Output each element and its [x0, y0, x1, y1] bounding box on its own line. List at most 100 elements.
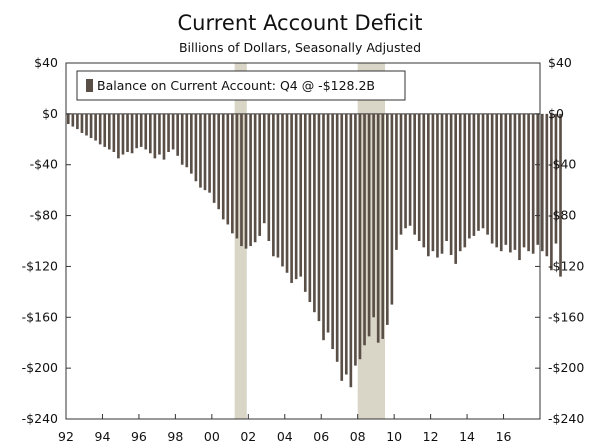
- bar: [463, 113, 467, 248]
- bar: [381, 113, 385, 339]
- bar: [390, 113, 394, 305]
- bar: [76, 113, 79, 130]
- plot-frame: [65, 62, 541, 420]
- bar: [358, 113, 362, 360]
- bar: [89, 113, 93, 139]
- bar: [167, 113, 170, 152]
- bar: [180, 113, 184, 165]
- chart-subtitle: Billions of Dollars, Seasonally Adjusted: [178, 40, 422, 55]
- bar: [176, 113, 179, 156]
- bar: [162, 113, 166, 160]
- bar: [235, 113, 239, 239]
- bar: [240, 113, 243, 247]
- bar: [536, 113, 540, 245]
- bar: [436, 113, 439, 258]
- bar: [199, 113, 202, 188]
- y-tick-label-right: $0: [548, 106, 564, 121]
- bar: [121, 113, 125, 155]
- bar: [299, 113, 303, 277]
- bar: [495, 113, 499, 248]
- bar: [513, 113, 517, 250]
- bar: [363, 113, 366, 346]
- bar: [258, 113, 262, 236]
- bar: [249, 113, 252, 247]
- bar: [518, 113, 521, 261]
- bar: [509, 113, 512, 253]
- bar: [326, 113, 330, 333]
- bar: [331, 113, 334, 350]
- y-tick-label-right: -$240: [548, 411, 584, 426]
- legend-swatch: [86, 79, 93, 92]
- bar: [294, 113, 298, 280]
- bar: [559, 113, 562, 277]
- bar: [135, 113, 138, 149]
- y-tick-label-right: $40: [548, 55, 572, 70]
- bar: [267, 113, 271, 241]
- bar: [98, 113, 102, 145]
- bar: [253, 113, 257, 243]
- bar: [144, 113, 148, 150]
- bar: [66, 113, 70, 125]
- bar: [504, 113, 508, 245]
- bar: [94, 113, 97, 141]
- bar: [468, 113, 471, 239]
- bar: [477, 113, 480, 231]
- bar: [322, 113, 325, 341]
- y-tick-label-right: -$80: [548, 208, 576, 223]
- bar: [276, 113, 280, 258]
- bar: [445, 113, 448, 241]
- bar: [148, 113, 152, 154]
- bar: [272, 113, 275, 257]
- bar: [117, 113, 120, 159]
- bar: [417, 113, 421, 241]
- bar: [458, 113, 462, 252]
- bar: [481, 113, 485, 229]
- bar: [540, 113, 544, 252]
- x-tick-label: 04: [277, 429, 293, 444]
- bar-series: [66, 113, 562, 388]
- x-tick-label: 00: [204, 429, 220, 444]
- bar: [490, 113, 494, 244]
- x-tick-label: 02: [240, 429, 256, 444]
- bar: [285, 113, 289, 273]
- bar: [431, 113, 435, 252]
- x-tick-label: 14: [459, 429, 475, 444]
- y-tick-label-left: -$200: [22, 360, 58, 375]
- bar: [71, 113, 75, 127]
- bar: [208, 113, 211, 193]
- bar: [185, 113, 189, 168]
- bar: [221, 113, 225, 220]
- bar: [527, 113, 530, 252]
- x-tick-label: 94: [95, 429, 111, 444]
- y-tick-label-left: -$40: [30, 157, 58, 172]
- bar: [194, 113, 198, 182]
- x-tick-label: 16: [496, 429, 512, 444]
- bar: [226, 113, 230, 225]
- bar: [244, 113, 248, 249]
- y-tick-label-right: -$40: [548, 157, 576, 172]
- bar: [190, 113, 193, 174]
- y-tick-label-right: -$120: [548, 258, 584, 273]
- bar: [554, 113, 558, 244]
- bar: [107, 113, 111, 150]
- bar: [550, 113, 553, 271]
- bar: [217, 113, 221, 210]
- bar: [126, 113, 129, 152]
- bar: [486, 113, 489, 235]
- legend-box: [76, 70, 406, 101]
- bar: [427, 113, 430, 257]
- bar: [372, 113, 375, 318]
- bar: [85, 113, 88, 136]
- bar: [308, 113, 312, 303]
- bar: [112, 113, 116, 152]
- x-tick-label: 92: [58, 429, 74, 444]
- bar: [303, 113, 307, 292]
- bar: [454, 113, 458, 264]
- bar: [80, 113, 84, 133]
- bar: [545, 113, 549, 257]
- recession-band-2: [357, 63, 386, 419]
- bar: [203, 113, 207, 191]
- bar: [340, 113, 344, 381]
- bar: [349, 113, 353, 388]
- bar: [395, 113, 398, 250]
